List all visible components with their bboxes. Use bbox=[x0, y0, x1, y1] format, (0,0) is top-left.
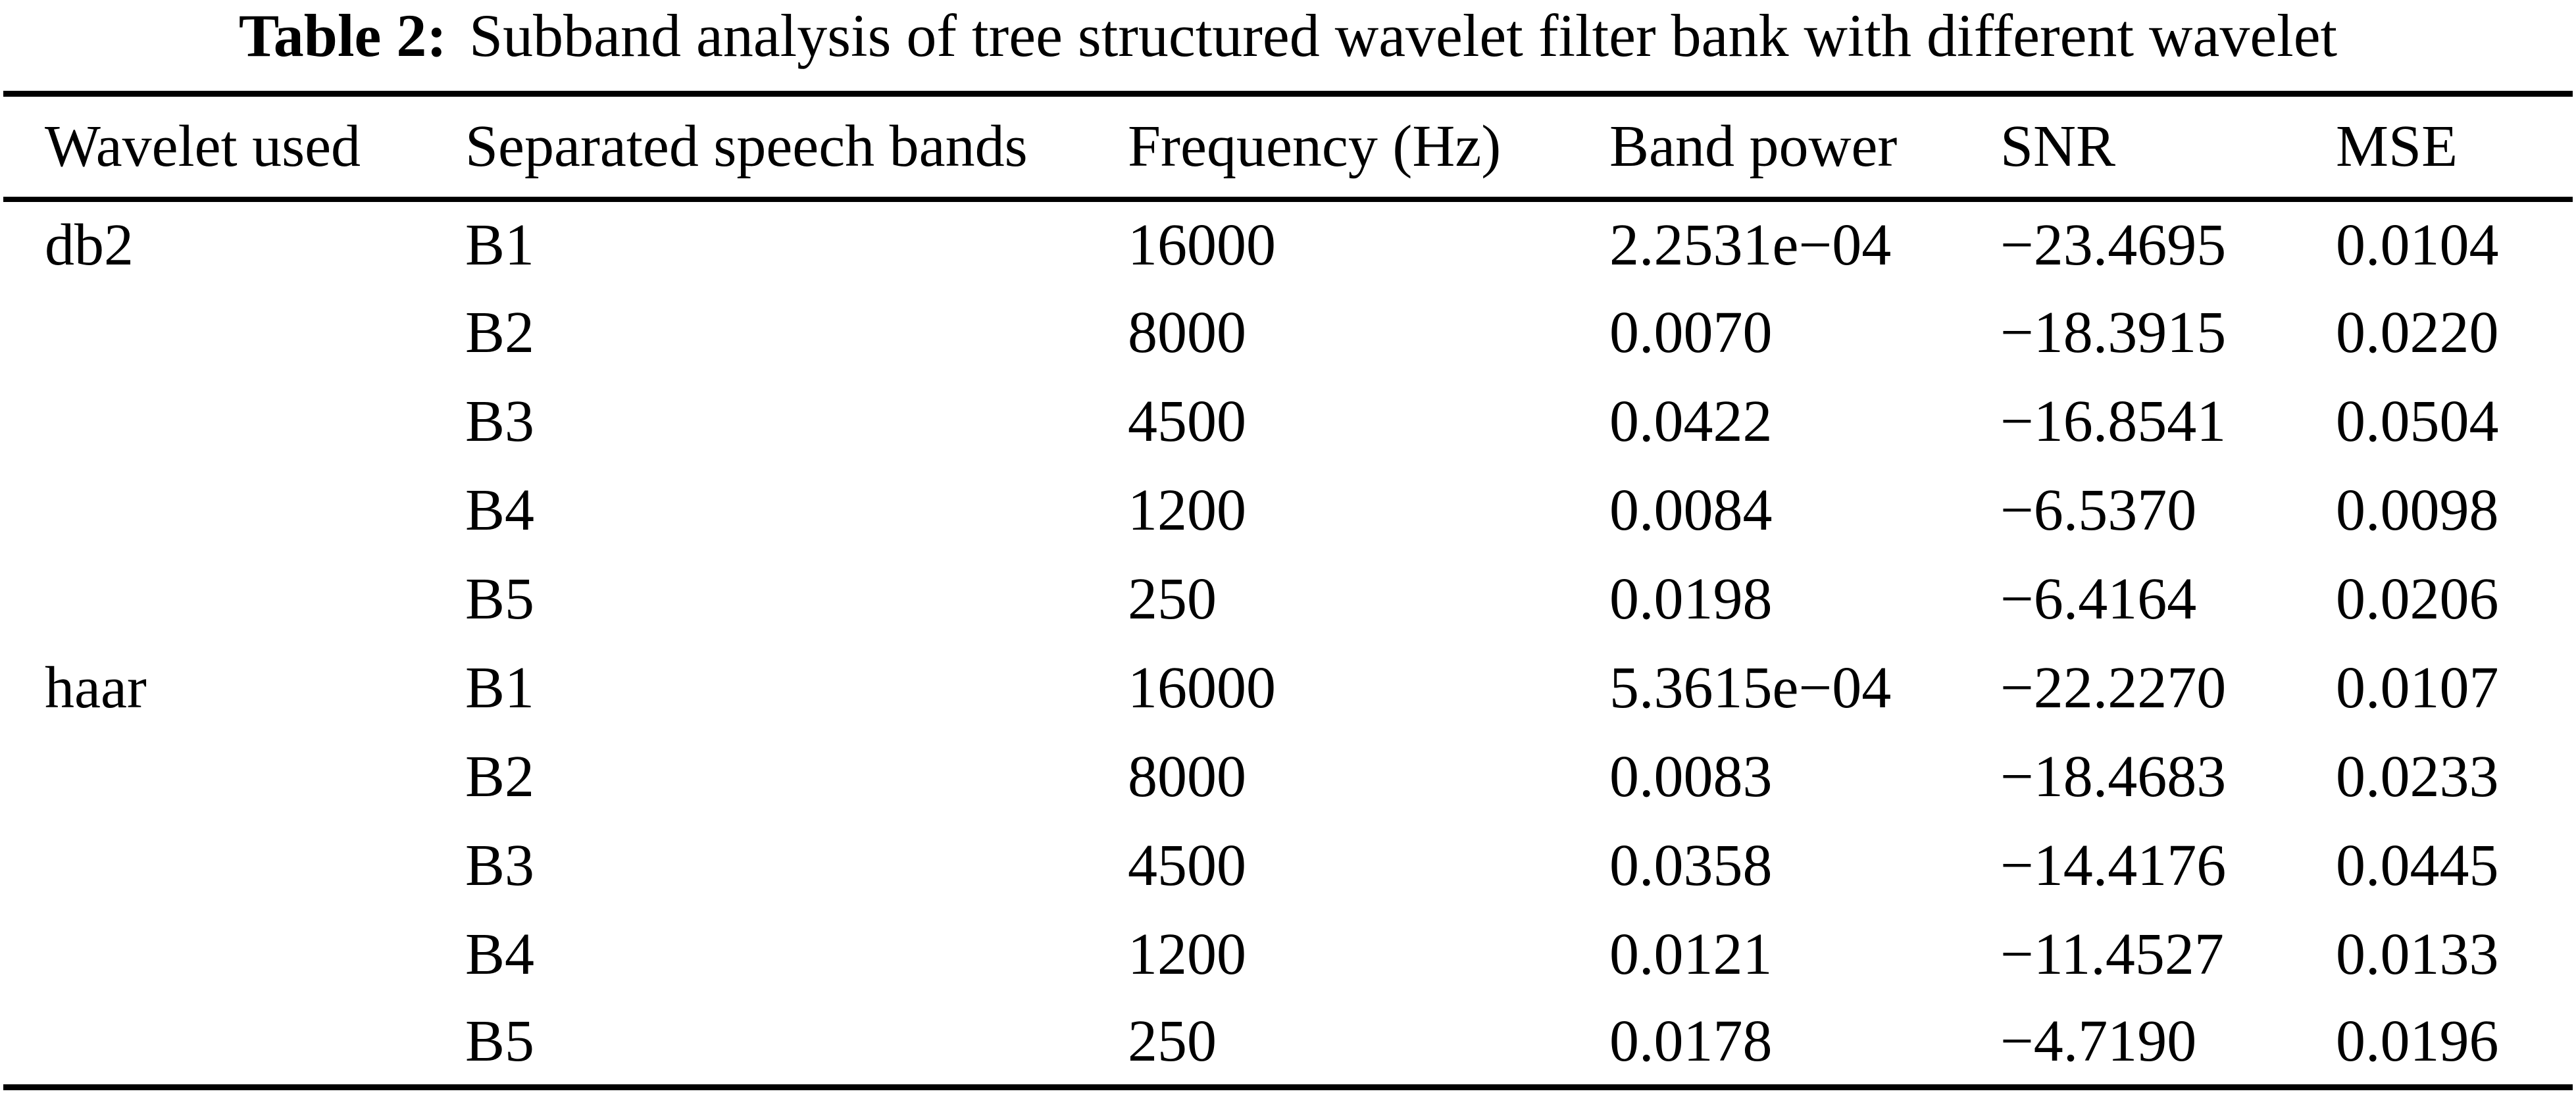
caption-label: Table 2: bbox=[238, 2, 447, 69]
table-row: B4 1200 0.0121 −11.4527 0.0133 bbox=[3, 910, 2573, 999]
cell-wavelet: haar bbox=[45, 655, 147, 720]
cell-mse: 0.0196 bbox=[2336, 1009, 2499, 1074]
cell-snr: −6.5370 bbox=[2000, 477, 2197, 543]
cell-band-power: 0.0358 bbox=[1609, 832, 1773, 898]
cell-band: B1 bbox=[465, 655, 535, 720]
table-row: db2 B1 16000 2.2531e−04 −23.4695 0.0104 bbox=[3, 199, 2573, 288]
column-header-band-power: Band power bbox=[1609, 114, 1898, 180]
cell-mse: 0.0233 bbox=[2336, 743, 2499, 809]
cell-frequency: 4500 bbox=[1128, 388, 1246, 454]
cell-mse: 0.0133 bbox=[2336, 921, 2499, 987]
cell-wavelet bbox=[3, 377, 461, 466]
header-row: Wavelet used Separated speech bands Freq… bbox=[3, 94, 2573, 199]
column-header-mse: MSE bbox=[2336, 114, 2458, 180]
cell-snr: −23.4695 bbox=[2000, 212, 2227, 278]
column-header-frequency-hz: Frequency (Hz) bbox=[1128, 114, 1502, 180]
caption-text: Subband analysis of tree structured wave… bbox=[469, 2, 2338, 69]
column-header-wavelet-used: Wavelet used bbox=[45, 114, 361, 180]
cell-wavelet bbox=[3, 288, 461, 377]
cell-snr: −4.7190 bbox=[2000, 1009, 2197, 1074]
cell-wavelet bbox=[3, 466, 461, 555]
cell-snr: −22.2270 bbox=[2000, 655, 2227, 720]
column-header-separated-speech-bands: Separated speech bands bbox=[465, 114, 1028, 180]
cell-band-power: 0.0083 bbox=[1609, 743, 1773, 809]
cell-wavelet bbox=[3, 732, 461, 821]
cell-mse: 0.0206 bbox=[2336, 566, 2499, 632]
cell-band: B3 bbox=[465, 388, 535, 454]
cell-frequency: 1200 bbox=[1128, 477, 1246, 543]
cell-mse: 0.0098 bbox=[2336, 477, 2499, 543]
cell-wavelet bbox=[3, 910, 461, 999]
cell-band-power: 5.3615e−04 bbox=[1609, 655, 1892, 720]
cell-frequency: 250 bbox=[1128, 566, 1217, 632]
column-header-snr: SNR bbox=[2000, 114, 2116, 180]
cell-wavelet: db2 bbox=[45, 212, 134, 278]
cell-mse: 0.0220 bbox=[2336, 299, 2499, 365]
cell-band: B2 bbox=[465, 299, 535, 365]
cell-band: B1 bbox=[465, 212, 535, 278]
cell-snr: −14.4176 bbox=[2000, 832, 2227, 898]
table-row: B2 8000 0.0083 −18.4683 0.0233 bbox=[3, 732, 2573, 821]
cell-band-power: 0.0070 bbox=[1609, 299, 1773, 365]
cell-frequency: 8000 bbox=[1128, 743, 1246, 809]
cell-frequency: 4500 bbox=[1128, 832, 1246, 898]
cell-wavelet bbox=[3, 555, 461, 643]
cell-snr: −11.4527 bbox=[2000, 921, 2224, 987]
subband-analysis-table: Wavelet used Separated speech bands Freq… bbox=[3, 91, 2573, 1090]
cell-band-power: 0.0198 bbox=[1609, 566, 1773, 632]
table-row: B3 4500 0.0422 −16.8541 0.0504 bbox=[3, 377, 2573, 466]
table-row: haar B1 16000 5.3615e−04 −22.2270 0.0107 bbox=[3, 643, 2573, 732]
table-caption: Table 2: Subband analysis of tree structu… bbox=[0, 0, 2576, 66]
cell-snr: −6.4164 bbox=[2000, 566, 2197, 632]
cell-mse: 0.0445 bbox=[2336, 832, 2499, 898]
cell-mse: 0.0104 bbox=[2336, 212, 2499, 278]
cell-mse: 0.0107 bbox=[2336, 655, 2499, 720]
cell-band-power: 2.2531e−04 bbox=[1609, 212, 1892, 278]
cell-snr: −18.3915 bbox=[2000, 299, 2227, 365]
cell-frequency: 8000 bbox=[1128, 299, 1246, 365]
cell-frequency: 1200 bbox=[1128, 921, 1246, 987]
cell-band: B4 bbox=[465, 477, 535, 543]
cell-snr: −16.8541 bbox=[2000, 388, 2227, 454]
cell-frequency: 250 bbox=[1128, 1009, 1217, 1074]
cell-band-power: 0.0084 bbox=[1609, 477, 1773, 543]
cell-band: B4 bbox=[465, 921, 535, 987]
cell-band: B5 bbox=[465, 566, 535, 632]
cell-band: B2 bbox=[465, 743, 535, 809]
cell-band-power: 0.0121 bbox=[1609, 921, 1773, 987]
cell-band: B5 bbox=[465, 1009, 535, 1074]
table-body: db2 B1 16000 2.2531e−04 −23.4695 0.0104 B2 8000… bbox=[3, 199, 2573, 1088]
cell-band-power: 0.0178 bbox=[1609, 1009, 1773, 1074]
table-row: B4 1200 0.0084 −6.5370 0.0098 bbox=[3, 466, 2573, 555]
cell-snr: −18.4683 bbox=[2000, 743, 2227, 809]
cell-frequency: 16000 bbox=[1128, 655, 1276, 720]
table-row: B5 250 0.0198 −6.4164 0.0206 bbox=[3, 555, 2573, 643]
cell-band-power: 0.0422 bbox=[1609, 388, 1773, 454]
cell-mse: 0.0504 bbox=[2336, 388, 2499, 454]
cell-wavelet bbox=[3, 821, 461, 910]
cell-band: B3 bbox=[465, 832, 535, 898]
cell-frequency: 16000 bbox=[1128, 212, 1276, 278]
table-row: B2 8000 0.0070 −18.3915 0.0220 bbox=[3, 288, 2573, 377]
table-row: B3 4500 0.0358 −14.4176 0.0445 bbox=[3, 821, 2573, 910]
table-row: B5 250 0.0178 −4.7190 0.0196 bbox=[3, 999, 2573, 1088]
cell-wavelet bbox=[3, 999, 461, 1088]
